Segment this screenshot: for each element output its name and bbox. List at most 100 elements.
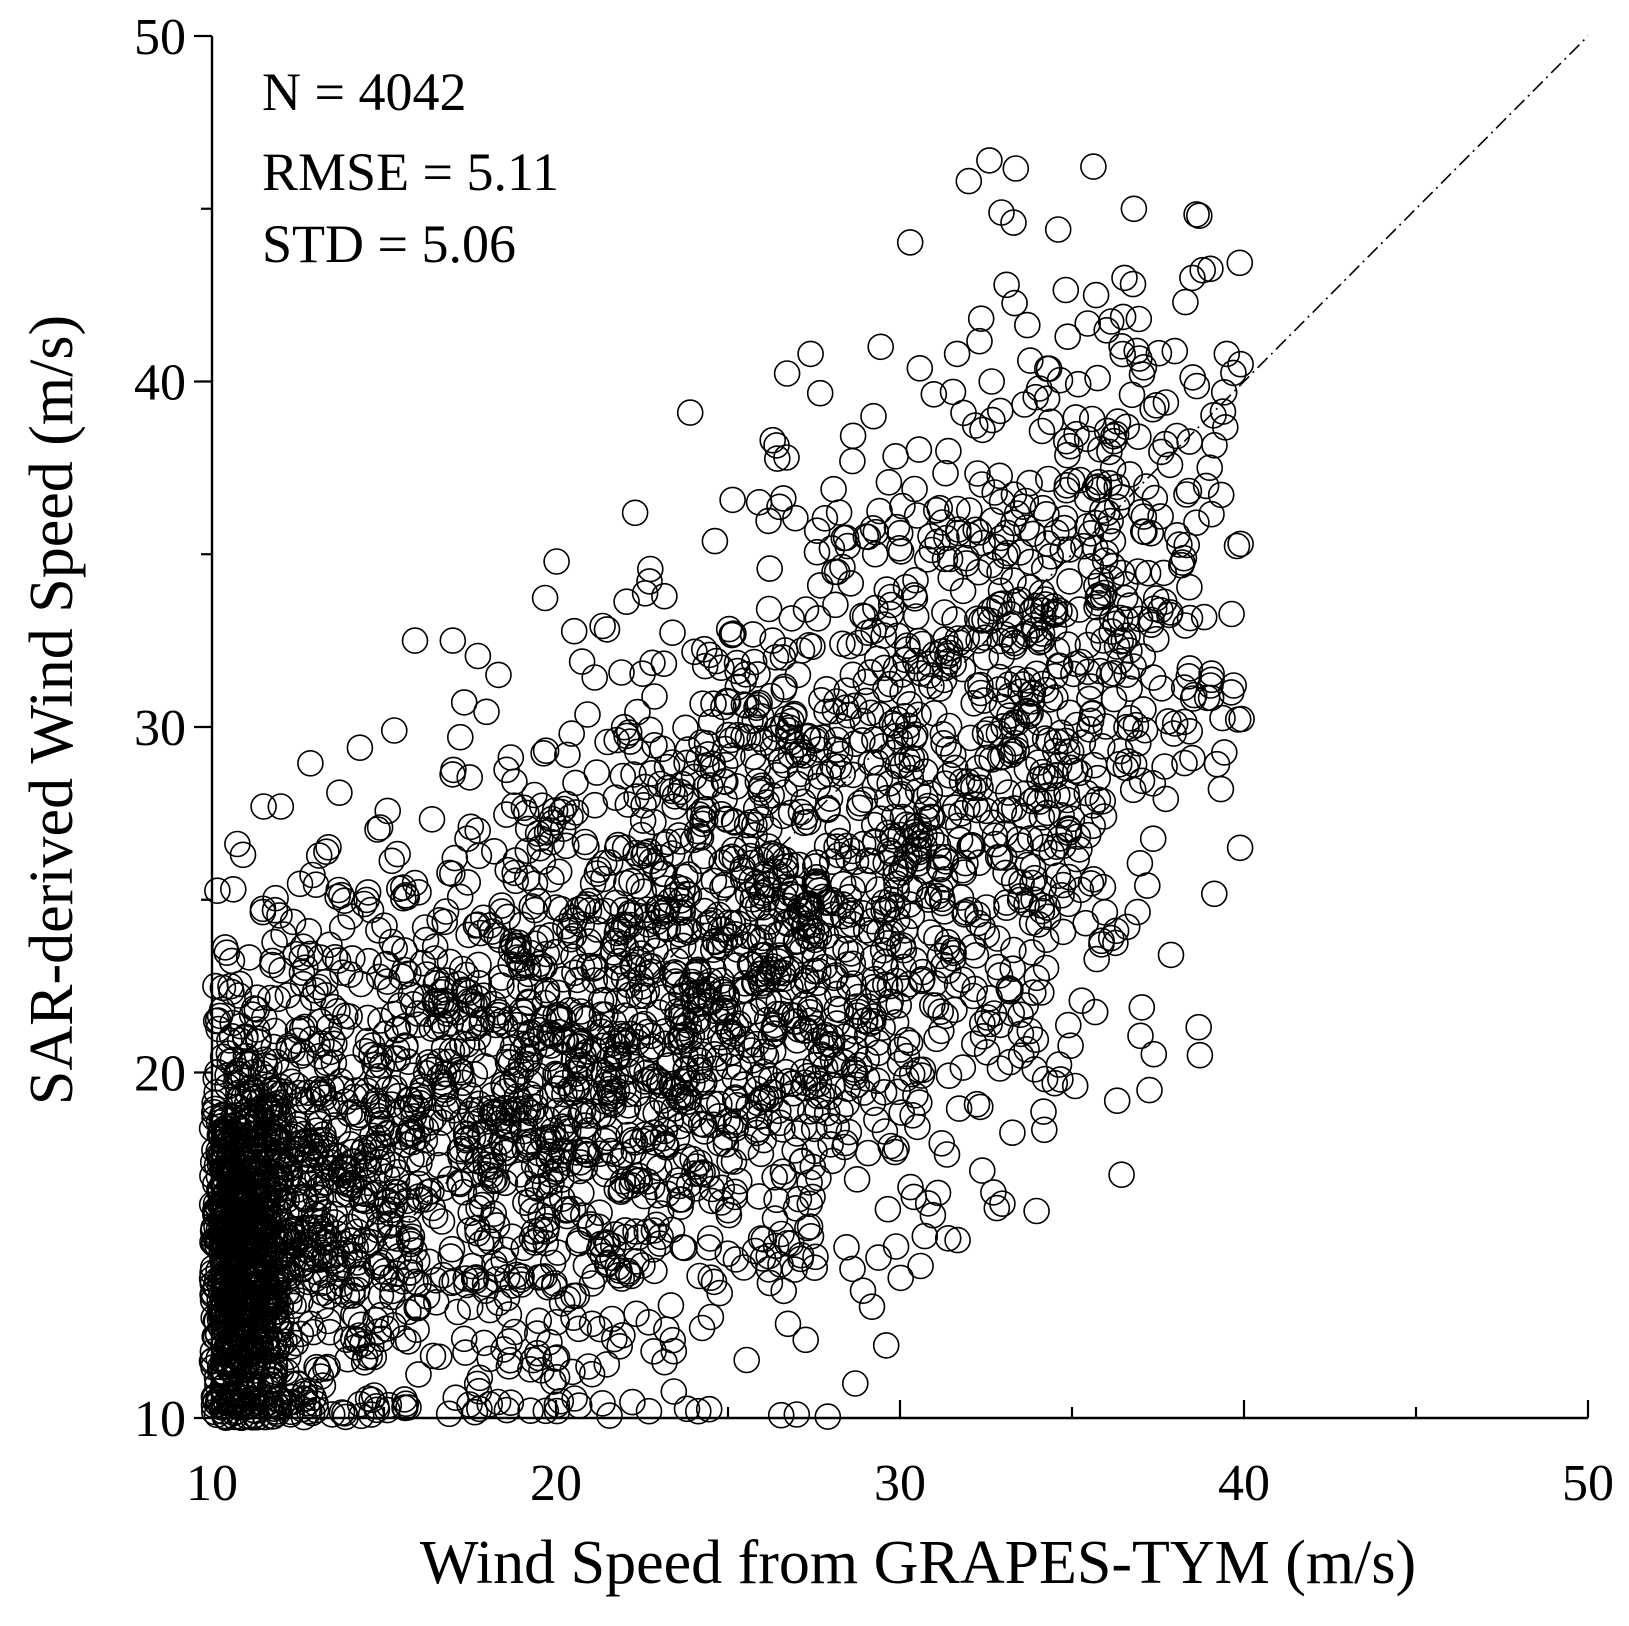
data-point — [939, 937, 967, 964]
data-point — [470, 982, 497, 1010]
data-point — [1183, 201, 1210, 228]
data-point — [383, 1225, 411, 1252]
data-point — [633, 977, 661, 1005]
data-point — [590, 1101, 618, 1129]
data-point — [811, 1054, 839, 1082]
data-point — [964, 796, 992, 824]
data-point — [695, 975, 722, 1003]
data-point — [307, 1209, 335, 1236]
data-point — [955, 167, 983, 195]
data-point — [215, 1353, 242, 1381]
data-point — [640, 1129, 668, 1156]
data-point — [573, 833, 600, 861]
data-point — [267, 793, 295, 820]
data-point — [1015, 702, 1043, 730]
data-point — [560, 943, 587, 970]
data-point — [203, 1308, 230, 1335]
data-point — [872, 1332, 900, 1359]
data-point — [405, 1011, 432, 1038]
data-point — [707, 916, 735, 943]
data-point — [602, 927, 630, 955]
data-point — [1030, 874, 1057, 902]
data-point — [381, 1191, 409, 1219]
data-point — [606, 947, 633, 975]
data-point — [391, 937, 418, 964]
data-point — [669, 893, 696, 921]
data-point — [1120, 195, 1148, 223]
data-point — [467, 919, 494, 947]
data-point — [747, 882, 775, 910]
data-point — [966, 519, 993, 546]
data-point — [314, 1353, 341, 1381]
data-point — [907, 1252, 934, 1280]
data-point — [256, 1371, 284, 1399]
data-point — [854, 1139, 882, 1167]
data-point — [1077, 553, 1105, 580]
data-point — [1025, 375, 1053, 402]
data-point — [299, 984, 327, 1012]
data-point — [338, 945, 366, 972]
data-point — [1034, 782, 1061, 809]
data-point — [1087, 435, 1114, 463]
data-point — [561, 1060, 589, 1087]
data-point — [684, 1397, 712, 1425]
data-point — [1028, 804, 1056, 831]
data-point — [292, 1186, 320, 1213]
data-point — [1197, 255, 1224, 283]
data-point — [404, 1293, 432, 1320]
data-point — [287, 1320, 315, 1348]
data-point — [808, 1043, 835, 1070]
data-point — [1108, 1161, 1135, 1188]
data-point — [747, 1140, 775, 1168]
data-point — [344, 1218, 371, 1246]
data-point — [429, 1261, 457, 1289]
data-point — [990, 796, 1018, 824]
data-point — [780, 874, 808, 902]
data-point — [456, 1081, 484, 1109]
data-point — [491, 1139, 519, 1167]
data-point — [385, 875, 413, 903]
data-point — [360, 1181, 388, 1209]
x-tick-label: 40 — [1218, 1455, 1270, 1512]
data-point — [331, 887, 358, 915]
data-point — [711, 994, 739, 1022]
data-point — [820, 475, 847, 503]
data-point — [935, 1062, 963, 1089]
data-point — [459, 1110, 487, 1138]
data-point — [1014, 667, 1042, 694]
data-point — [252, 1335, 280, 1363]
data-point — [526, 834, 554, 862]
data-point — [941, 996, 968, 1024]
data-point — [700, 690, 727, 718]
data-point — [250, 1390, 278, 1418]
data-point — [715, 721, 743, 749]
data-point — [452, 1339, 479, 1366]
data-point — [752, 885, 780, 913]
data-point — [436, 948, 464, 976]
data-point — [705, 901, 732, 929]
data-point — [983, 1194, 1011, 1222]
data-point — [280, 1292, 307, 1320]
data-point — [476, 1296, 504, 1324]
data-point — [761, 1011, 788, 1039]
data-point — [917, 522, 944, 550]
data-point — [986, 591, 1013, 618]
data-point — [435, 1400, 463, 1428]
data-point — [803, 538, 831, 566]
data-point — [263, 1094, 290, 1122]
data-point — [544, 1075, 572, 1102]
data-point — [1139, 825, 1167, 853]
data-point — [624, 698, 651, 726]
data-point — [846, 789, 874, 817]
data-point — [855, 847, 882, 874]
data-point — [468, 1009, 496, 1037]
data-point — [521, 781, 548, 809]
data-point — [1074, 821, 1102, 849]
data-point — [715, 1018, 743, 1045]
data-point — [312, 1355, 339, 1382]
data-point — [1107, 627, 1134, 655]
data-point — [574, 1102, 602, 1129]
data-point — [714, 1240, 742, 1267]
data-point — [1151, 753, 1178, 780]
data-point — [854, 523, 882, 551]
